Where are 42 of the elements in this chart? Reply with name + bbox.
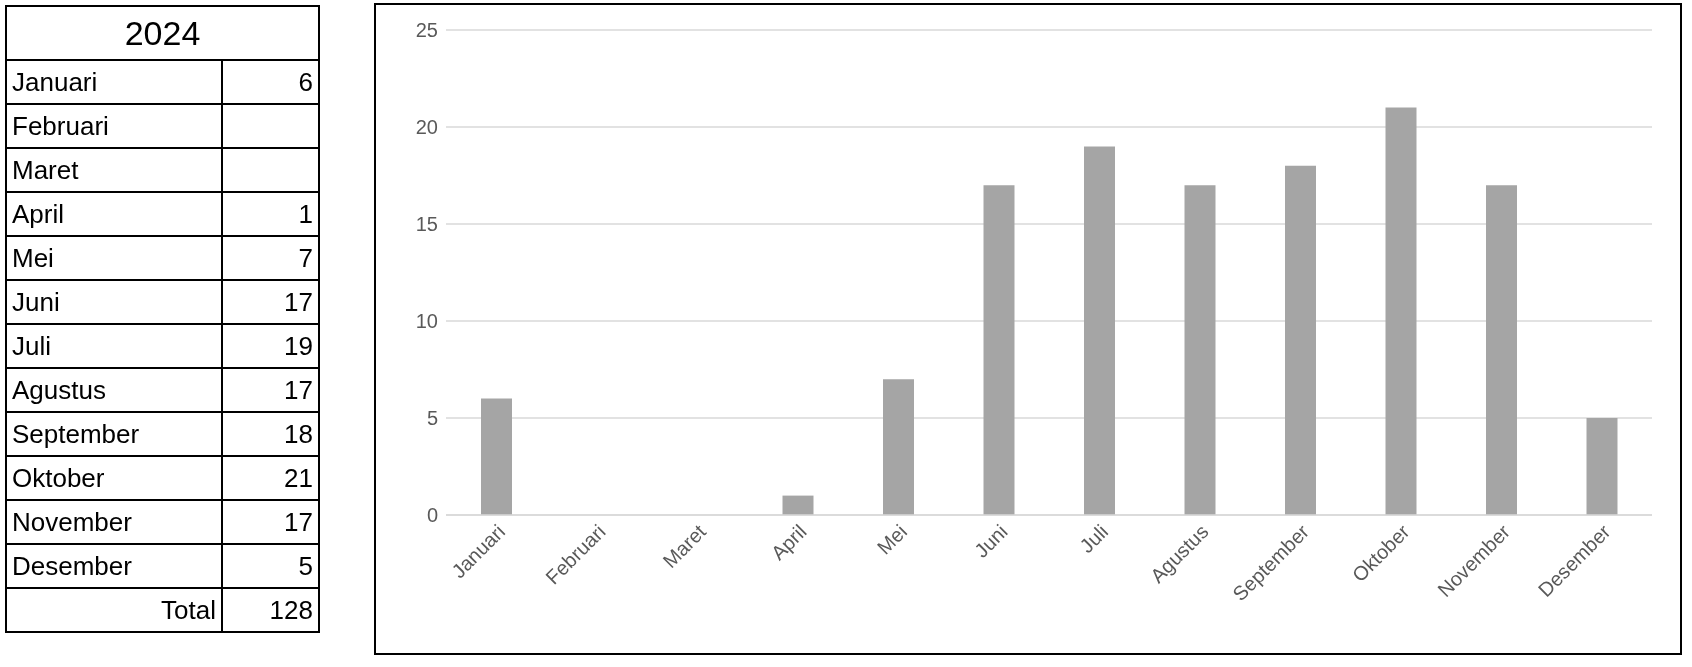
bar xyxy=(1184,185,1216,515)
data-label: 7 xyxy=(222,236,319,280)
data-label: 19 xyxy=(222,324,319,368)
data-label: 21 xyxy=(222,456,319,500)
x-tick-label: Juni xyxy=(970,520,1012,562)
bar xyxy=(1084,146,1115,515)
data-label: 17 xyxy=(222,500,319,544)
category-label: Februari xyxy=(6,104,222,148)
bar xyxy=(983,185,1015,515)
data-label: 6 xyxy=(222,60,319,104)
y-tick-label: 25 xyxy=(415,19,438,42)
y-tick-label: 15 xyxy=(415,213,438,236)
bar xyxy=(1385,107,1417,515)
category-label: Oktober xyxy=(6,456,222,500)
y-tick-label: 20 xyxy=(415,116,438,139)
category-label: Juni xyxy=(6,280,222,324)
category-label: April xyxy=(6,192,222,236)
category-label: Juli xyxy=(6,324,222,368)
bar xyxy=(1285,165,1316,515)
x-tick-label: Juli xyxy=(1075,520,1113,558)
text: Total xyxy=(6,588,222,632)
bar xyxy=(883,379,914,515)
category-label: September xyxy=(6,412,222,456)
y-tick-label: 0 xyxy=(426,504,438,527)
data-label: 5 xyxy=(222,544,319,588)
y-tick-label: 5 xyxy=(426,407,438,430)
data-label: 17 xyxy=(222,280,319,324)
bar xyxy=(782,495,814,515)
x-tick-label: Mei xyxy=(872,520,912,559)
text: 2024 xyxy=(6,6,319,60)
bar xyxy=(1486,185,1517,515)
data-label: 1 xyxy=(222,192,319,236)
data-label: 17 xyxy=(222,368,319,412)
y-tick-label: 10 xyxy=(415,310,438,333)
category-label: Januari xyxy=(6,60,222,104)
category-label: Mei xyxy=(6,236,222,280)
data-label: 18 xyxy=(222,412,319,456)
category-label: Agustus xyxy=(6,368,222,412)
text: 128 xyxy=(222,588,319,632)
bar xyxy=(1586,418,1618,515)
bar xyxy=(481,398,512,515)
category-label: Maret xyxy=(6,148,222,192)
